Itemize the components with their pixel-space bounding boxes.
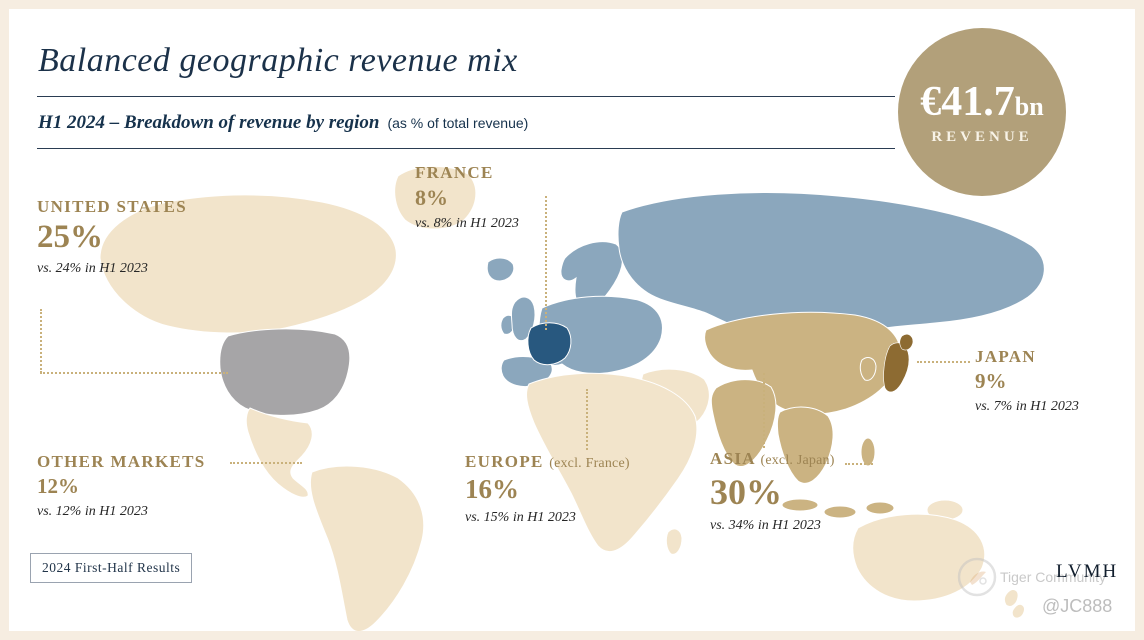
watermark-handle: @JC888	[1042, 596, 1113, 616]
leader-japan-horizontal	[917, 361, 970, 363]
watermark-community: Tiger Community	[1000, 569, 1107, 585]
subtitle-main: H1 2024 – Breakdown of revenue by region	[38, 112, 380, 133]
map-southeast-asia	[776, 406, 834, 484]
region-value: 9%	[975, 369, 1007, 393]
region-name: EUROPE (excl. France)	[465, 452, 630, 472]
map-new-zealand	[1003, 589, 1025, 619]
lvmh-logo: LVMH	[1056, 561, 1119, 582]
region-note: vs. 24% in H1 2023	[37, 261, 148, 276]
divider-top	[37, 96, 895, 97]
region-label-other-markets: OTHER MARKETS 12% vs. 12% in H1 2023	[37, 452, 206, 520]
region-name-text: UNITED STATES	[37, 197, 187, 216]
region-value: 16%	[465, 474, 519, 504]
region-label-japan: JAPAN 9% vs. 7% in H1 2023	[975, 347, 1079, 415]
region-name-suffix: (excl. France)	[549, 456, 630, 471]
page-title: Balanced geographic revenue mix	[38, 42, 518, 79]
footer-results-box: 2024 First-Half Results	[30, 553, 193, 583]
region-note: vs. 34% in H1 2023	[710, 518, 821, 533]
region-note: vs. 12% in H1 2023	[37, 504, 148, 519]
map-mexico-central-america	[245, 407, 313, 498]
map-china-central-asia	[704, 311, 901, 415]
map-africa	[526, 372, 698, 553]
region-label-asia: ASIA (excl. Japan) 30% vs. 34% in H1 202…	[710, 449, 835, 534]
map-canada	[99, 194, 397, 334]
divider-bottom	[37, 148, 895, 149]
map-united-kingdom	[510, 296, 536, 342]
region-name: FRANCE	[415, 163, 519, 183]
leader-other-markets-horizontal	[230, 462, 302, 464]
map-australia	[852, 513, 986, 602]
region-value: 30%	[710, 472, 782, 512]
slide-subtitle: H1 2024 – Breakdown of revenue by region…	[38, 112, 528, 134]
leader-united-states-vertical	[40, 309, 42, 373]
map-indonesia-java	[823, 505, 857, 519]
revenue-amount: €41.7 bn	[920, 78, 1043, 126]
region-name: UNITED STATES	[37, 197, 187, 217]
map-france	[527, 322, 572, 366]
region-name-text: ASIA	[710, 449, 755, 468]
revenue-amount-unit: bn	[1014, 92, 1044, 121]
map-russia	[617, 192, 1045, 340]
region-name: OTHER MARKETS	[37, 452, 206, 472]
subtitle-note: (as % of total revenue)	[387, 115, 529, 131]
map-south-america	[309, 465, 425, 632]
region-label-united-states: UNITED STATES 25% vs. 24% in H1 2023	[37, 197, 187, 277]
region-note: vs. 7% in H1 2023	[975, 399, 1079, 414]
map-korea	[859, 357, 877, 381]
region-value: 8%	[415, 185, 448, 210]
map-indonesia-sumatra	[781, 498, 819, 512]
map-japan-hokkaido	[899, 333, 914, 351]
map-indonesia-sulawesi	[865, 501, 895, 515]
map-philippines	[860, 437, 876, 467]
region-name-suffix: (excl. Japan)	[760, 453, 835, 468]
region-name: JAPAN	[975, 347, 1079, 367]
leader-united-states-horizontal	[40, 372, 228, 374]
map-united-states	[219, 328, 351, 416]
region-label-europe: EUROPE (excl. France) 16% vs. 15% in H1 …	[465, 452, 630, 526]
map-madagascar	[665, 528, 683, 555]
leader-europe-vertical	[586, 389, 588, 450]
leader-asia-vertical	[763, 373, 765, 448]
revenue-badge: €41.7 bn REVENUE	[898, 28, 1066, 196]
revenue-amount-value: €41.7	[920, 79, 1015, 125]
region-note: vs. 8% in H1 2023	[415, 216, 519, 231]
revenue-label: REVENUE	[931, 129, 1033, 145]
region-note: vs. 15% in H1 2023	[465, 510, 576, 525]
region-value: 25%	[37, 219, 103, 255]
leader-asia-horizontal	[845, 463, 873, 465]
region-name-text: OTHER MARKETS	[37, 452, 206, 471]
tiger-community-logo-watermark	[957, 557, 997, 597]
region-name-text: FRANCE	[415, 163, 494, 182]
region-name: ASIA (excl. Japan)	[710, 449, 835, 469]
region-name-text: JAPAN	[975, 347, 1036, 366]
map-iceland	[486, 257, 515, 282]
leader-france-vertical	[545, 196, 547, 330]
region-value: 12%	[37, 474, 79, 498]
map-india	[710, 379, 777, 467]
region-name-text: EUROPE	[465, 452, 544, 471]
region-label-france: FRANCE 8% vs. 8% in H1 2023	[415, 163, 519, 232]
map-greenland	[394, 165, 477, 230]
